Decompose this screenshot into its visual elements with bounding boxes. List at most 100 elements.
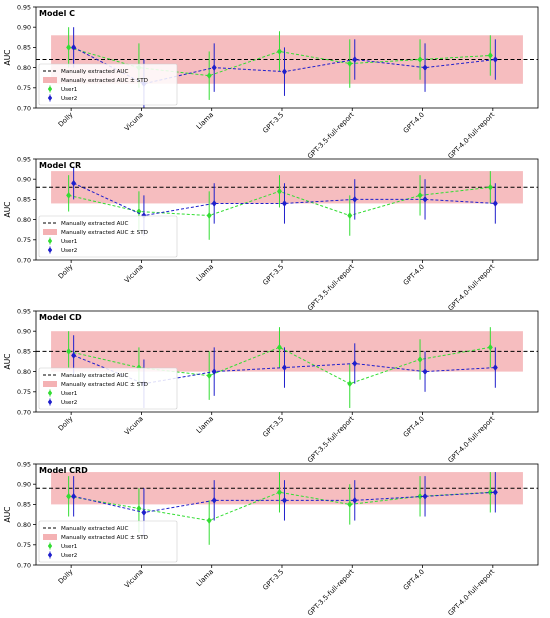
x-tick-label: Llama: [195, 415, 215, 435]
data-point: [352, 56, 358, 63]
panel-title: Model C: [39, 9, 75, 18]
x-tick-label: Dolly: [57, 568, 75, 586]
legend-user1-label: User1: [61, 239, 78, 245]
data-point: [211, 496, 217, 504]
chart-panel: 0.70 0.75 0.80 0.85 0.90 0.95 AUC Model CRD Doll…: [3, 461, 539, 618]
y-tick-label: 0.75: [17, 542, 31, 549]
y-tick-label: 0.80: [17, 217, 31, 224]
data-point: [71, 43, 77, 51]
y-tick-label: 0.70: [17, 105, 31, 112]
data-point: [347, 212, 353, 219]
data-point: [66, 43, 72, 51]
data-point: [276, 187, 283, 195]
legend-band-label: Manually extracted AUC ± STD: [61, 535, 148, 541]
data-point: [211, 368, 217, 376]
data-point: [71, 352, 77, 359]
plot-frame: [35, 310, 539, 413]
data-point: [347, 60, 353, 67]
x-tick-label: Llama: [195, 263, 215, 283]
x-tick-label: GPT-3.5: [261, 111, 285, 135]
y-tick-label: 0.75: [17, 237, 31, 244]
chart-panel: 0.70 0.75 0.80 0.85 0.90 0.95 AUC Model CD Dolly…: [3, 308, 539, 465]
data-point: [347, 500, 353, 508]
data-point: [487, 488, 493, 496]
data-point: [492, 364, 498, 371]
y-tick-label: 0.80: [17, 522, 31, 529]
legend-user1-marker: [47, 237, 53, 245]
y-axis-label: AUC: [3, 354, 12, 370]
data-point: [417, 56, 423, 63]
y-tick-label: 0.75: [17, 389, 31, 396]
y-tick-label: 0.85: [17, 502, 31, 509]
x-tick-label: GPT-4.0: [402, 415, 426, 439]
legend-band-label: Manually extracted AUC ± STD: [61, 382, 148, 388]
legend-user1-marker: [47, 542, 53, 550]
x-tick-label: Dolly: [57, 263, 75, 281]
y-tick-label: 0.95: [17, 156, 31, 163]
data-point: [281, 496, 288, 504]
legend-user1-label: User1: [61, 544, 78, 550]
data-point: [71, 179, 77, 187]
data-point: [66, 492, 72, 500]
data-point: [276, 488, 283, 496]
data-point: [492, 200, 498, 207]
y-tick-label: 0.90: [17, 177, 31, 184]
y-tick-label: 0.85: [17, 349, 31, 356]
panel-title: Model CD: [39, 313, 82, 322]
data-point: [352, 496, 358, 504]
data-point: [206, 72, 212, 80]
x-tick-label: GPT-3.5: [261, 568, 285, 592]
y-axis-label: AUC: [3, 202, 12, 218]
data-point: [487, 343, 493, 351]
y-tick-label: 0.85: [17, 197, 31, 204]
data-point: [352, 360, 358, 367]
data-point: [417, 356, 423, 363]
x-tick-label: GPT-4.0-full-report: [447, 415, 497, 465]
data-point: [71, 492, 77, 500]
legend-user2-marker: [47, 94, 53, 102]
legend-box: [38, 215, 178, 258]
legend-band-swatch: [43, 381, 57, 387]
data-point: [211, 64, 217, 72]
y-tick-label: 0.90: [17, 482, 31, 489]
x-tick-label: GPT-3.5-full-report: [306, 263, 356, 313]
data-point: [487, 183, 493, 191]
data-point: [206, 212, 212, 219]
x-tick-label: GPT-4.0-full-report: [447, 568, 497, 618]
data-point: [422, 368, 428, 376]
y-tick-label: 0.85: [17, 45, 31, 52]
data-point: [66, 191, 72, 199]
data-point: [417, 191, 423, 199]
y-axis-label: AUC: [3, 50, 12, 66]
x-tick-label: Dolly: [57, 415, 75, 433]
x-tick-label: Vicuna: [123, 111, 145, 133]
legend-manual-label: Manually extracted AUC: [61, 526, 129, 532]
plot-frame: [35, 158, 539, 261]
legend-band-swatch: [43, 534, 57, 540]
x-tick-label: GPT-3.5: [261, 263, 285, 287]
x-tick-label: GPT-4.0-full-report: [447, 111, 497, 161]
legend: Manually extracted AUC Manually extracted…: [38, 215, 178, 258]
y-tick-label: 0.80: [17, 369, 31, 376]
x-tick-label: GPT-4.0: [402, 263, 426, 287]
data-point: [492, 56, 498, 63]
data-point: [211, 200, 217, 207]
y-tick-label: 0.70: [17, 562, 31, 569]
legend-manual-label: Manually extracted AUC: [61, 69, 129, 75]
legend-user2-label: User2: [61, 96, 77, 102]
panel-title: Model CRD: [39, 466, 88, 475]
y-tick-label: 0.75: [17, 85, 31, 92]
data-point: [281, 200, 288, 207]
x-tick-label: Llama: [195, 568, 215, 588]
x-tick-label: GPT-3.5-full-report: [306, 415, 356, 465]
plot-frame: [35, 6, 539, 109]
x-tick-label: Vicuna: [123, 568, 145, 590]
x-tick-label: Vicuna: [123, 263, 145, 285]
legend-user2-label: User2: [61, 553, 77, 559]
chart-panel: 0.70 0.75 0.80 0.85 0.90 0.95 AUC Model CR Dolly…: [3, 156, 539, 313]
legend-band-swatch: [43, 77, 57, 83]
y-tick-label: 0.80: [17, 65, 31, 72]
data-point: [417, 492, 423, 500]
legend-user1-marker: [47, 389, 53, 397]
